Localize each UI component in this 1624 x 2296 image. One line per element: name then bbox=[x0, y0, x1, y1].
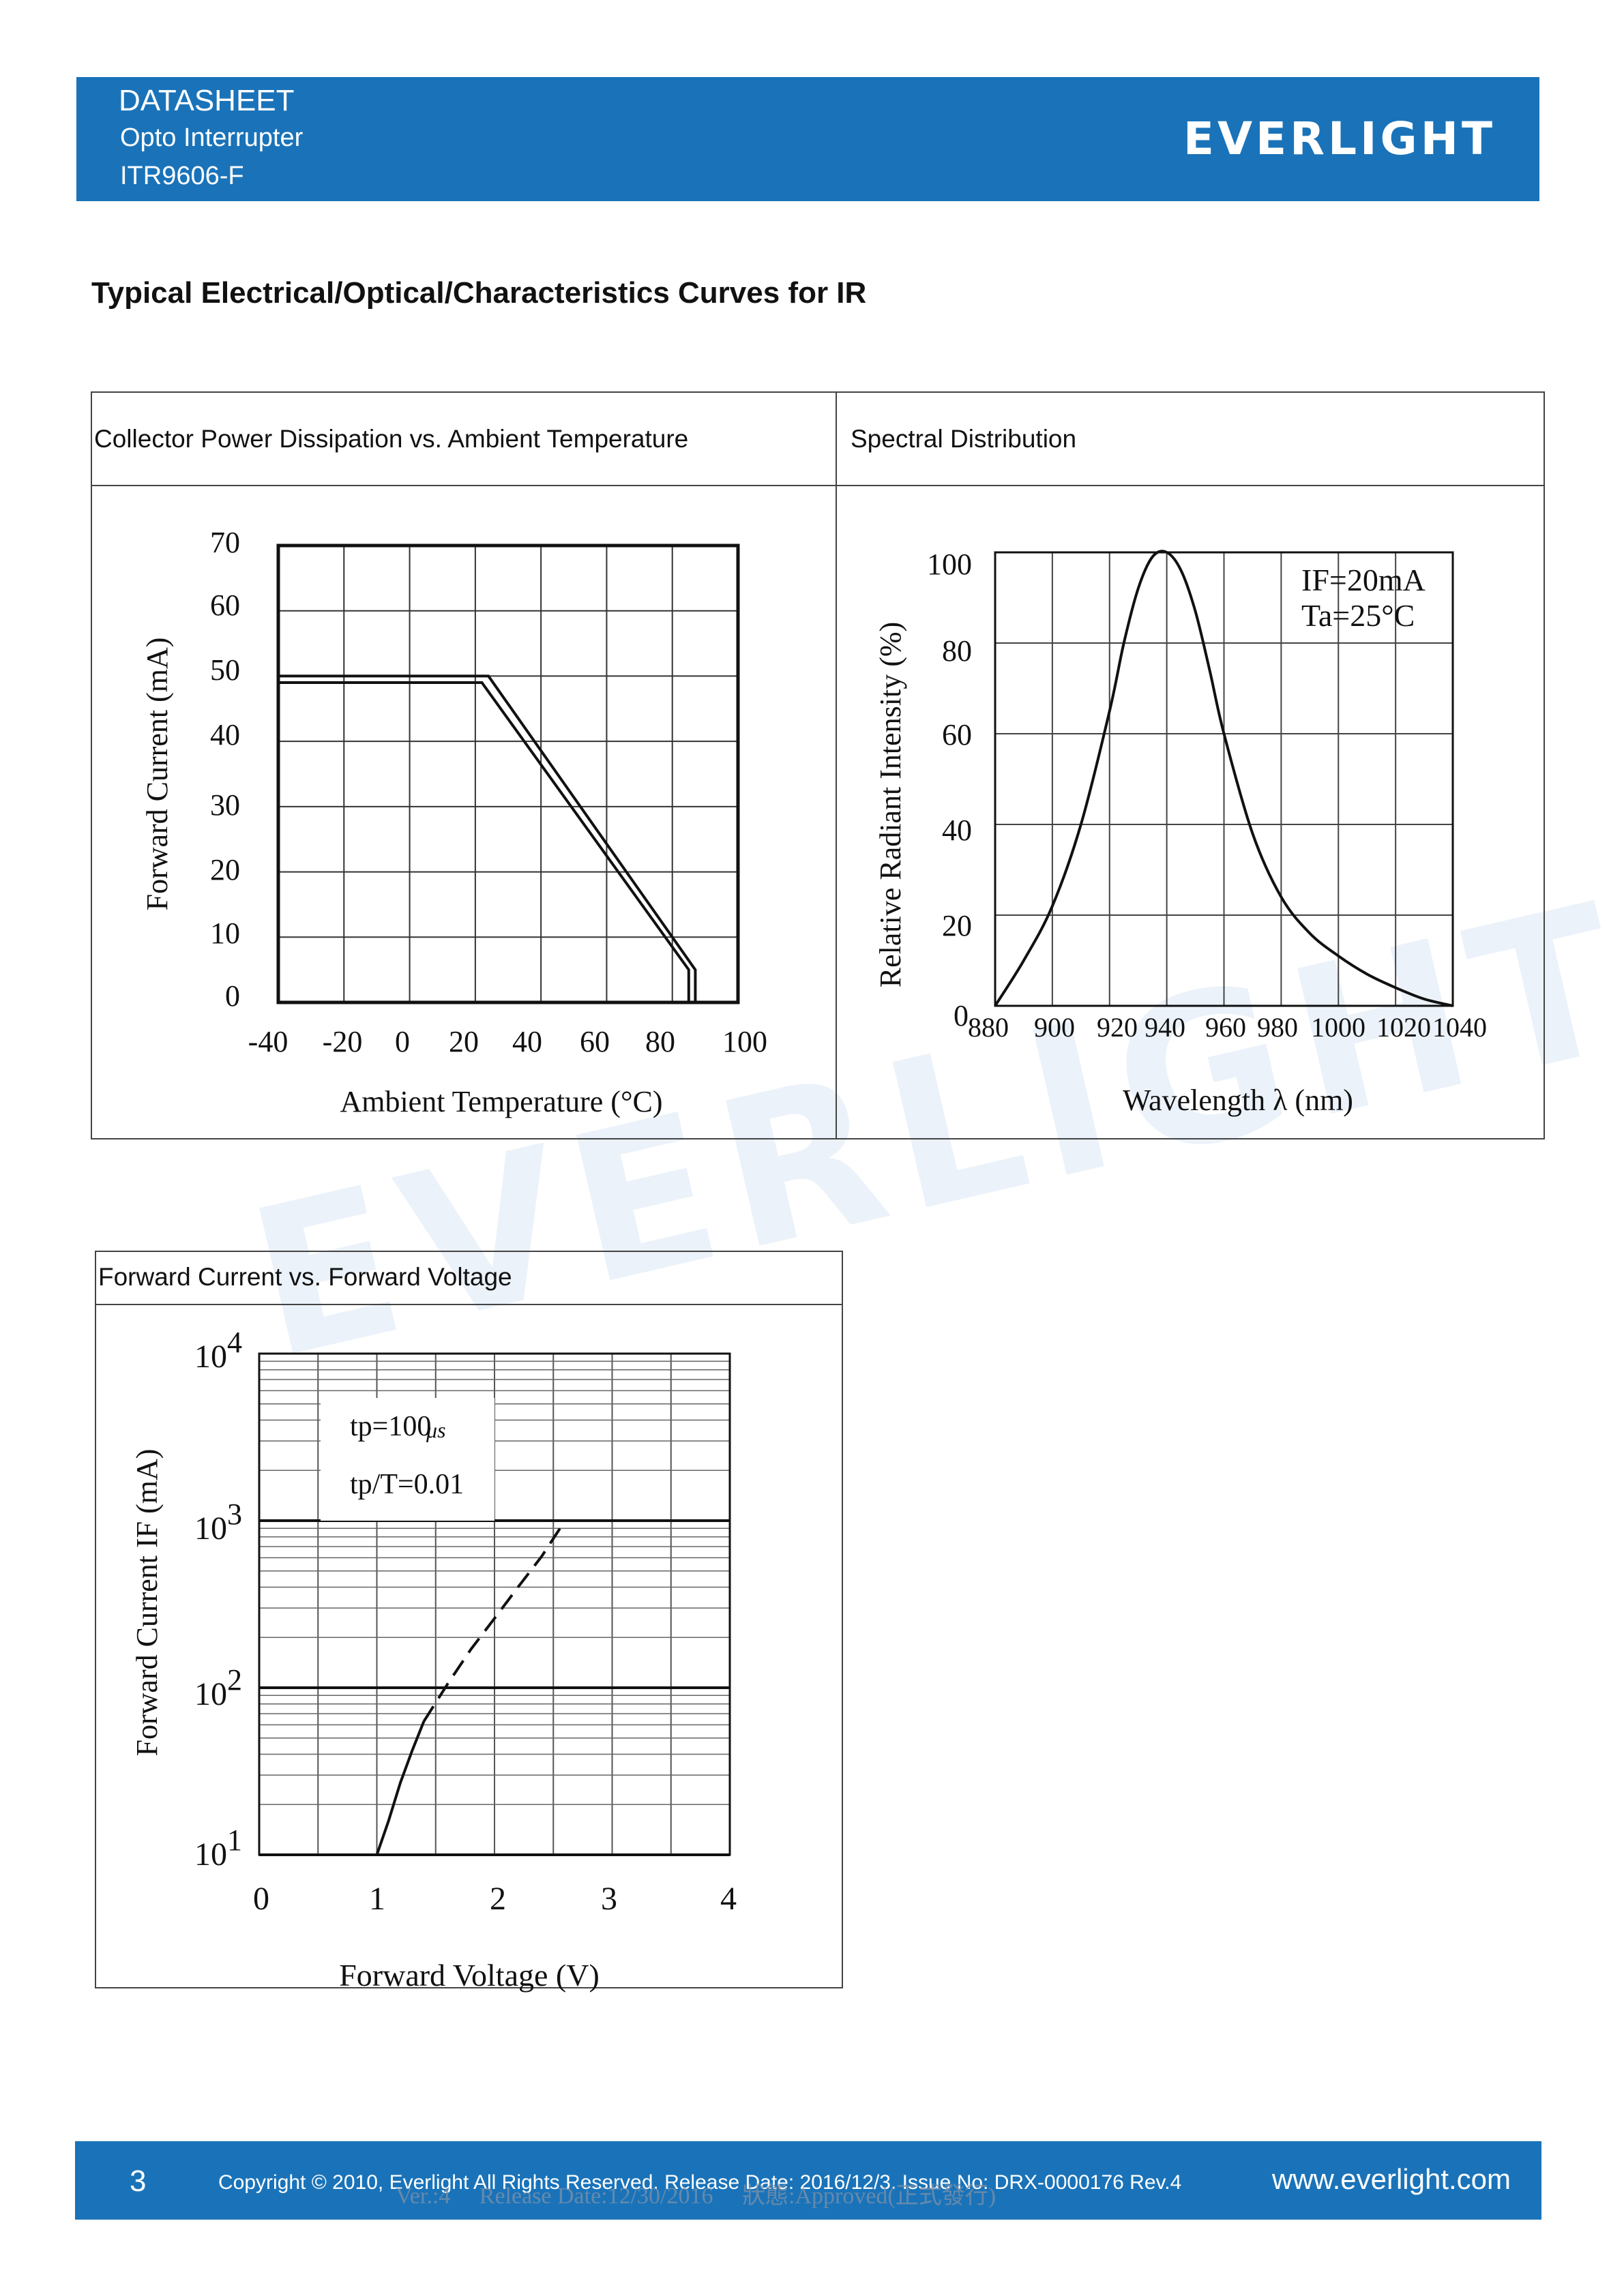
y-tick-label: 40 bbox=[942, 814, 972, 847]
x-tick-label: 60 bbox=[580, 1025, 610, 1058]
derating-curve-1 bbox=[278, 681, 690, 1002]
y-tick-label: 40 bbox=[210, 718, 240, 751]
y-axis-label: Forward Current (mA) bbox=[141, 638, 174, 911]
spectral-curve bbox=[994, 550, 1453, 1007]
x-tick-label: 920 bbox=[1097, 1012, 1138, 1043]
x-axis-label: Forward Voltage (V) bbox=[339, 1958, 600, 1993]
annotation-box bbox=[321, 1398, 494, 1521]
y-axis-label: Forward Current IF (mA) bbox=[130, 1449, 164, 1757]
y-axis-label: Relative Radiant Intensity (%) bbox=[874, 622, 907, 987]
x-tick-label: -40 bbox=[248, 1025, 289, 1058]
x-tick-label: 0 bbox=[395, 1025, 410, 1058]
y-tick-label: 50 bbox=[210, 653, 240, 687]
x-tick-label: 4 bbox=[720, 1881, 737, 1917]
x-tick-label: 40 bbox=[512, 1025, 542, 1058]
y-tick-label: 20 bbox=[942, 909, 972, 942]
annotation-pulse-unit: μs bbox=[426, 1418, 446, 1442]
plot-frame bbox=[258, 1352, 731, 1856]
annotation-pulse-width: tp=100 bbox=[350, 1411, 431, 1442]
y-tick-label: 60 bbox=[942, 718, 972, 751]
part-number: ITR9606-F bbox=[120, 162, 244, 190]
iv-curve-dashed bbox=[422, 1519, 567, 1723]
doc-type: DATASHEET bbox=[119, 84, 295, 117]
annotation-duty-cycle: tp/T=0.01 bbox=[350, 1469, 464, 1500]
x-tick-label: 1000 bbox=[1311, 1012, 1365, 1043]
annotation-temperature: Ta=25°C bbox=[1301, 598, 1415, 633]
x-tick-label: 3 bbox=[601, 1881, 617, 1917]
y-tick-label: 10 bbox=[210, 916, 240, 950]
y-tick-label: 0 bbox=[954, 999, 969, 1032]
section-title: Typical Electrical/Optical/Characteristi… bbox=[91, 276, 867, 310]
y-tick-label: 102 bbox=[194, 1663, 242, 1712]
y-tick-label: 60 bbox=[210, 588, 240, 622]
y-tick-label: 20 bbox=[210, 853, 240, 886]
panel-title-power-dissipation: Collector Power Dissipation vs. Ambient … bbox=[94, 425, 689, 453]
release-stamp-overlay: Ver.:4 Release Date:12/30/2016 狀態:Approv… bbox=[396, 2183, 996, 2209]
copyright-text: Copyright © 2010, Everlight All Rights R… bbox=[218, 2171, 1182, 2194]
y-tick-label: 0 bbox=[225, 979, 240, 1013]
page-number: 3 bbox=[130, 2164, 147, 2198]
x-tick-label: 1 bbox=[369, 1881, 385, 1917]
panel-title-spectral: Spectral Distribution bbox=[851, 425, 1077, 453]
x-tick-label: 2 bbox=[490, 1881, 506, 1917]
x-tick-label: 980 bbox=[1257, 1012, 1298, 1043]
header-banner: DATASHEET Opto Interrupter ITR9606-F EVE… bbox=[76, 77, 1539, 201]
x-tick-label: 880 bbox=[968, 1012, 1009, 1043]
everlight-logo: EVERLIGHT bbox=[1183, 113, 1496, 165]
product-category: Opto Interrupter bbox=[120, 123, 304, 152]
x-tick-label: 900 bbox=[1034, 1012, 1075, 1043]
x-axis-label: Ambient Temperature (°C) bbox=[340, 1085, 662, 1118]
annotation-forward-current: IF=20mA bbox=[1301, 563, 1426, 597]
y-tick-label: 30 bbox=[210, 788, 240, 822]
y-tick-label: 100 bbox=[927, 548, 972, 581]
y-tick-label: 103 bbox=[194, 1497, 242, 1547]
iv-curve-solid bbox=[375, 1720, 426, 1855]
y-tick-label: 80 bbox=[942, 634, 972, 668]
x-tick-label: 940 bbox=[1145, 1012, 1185, 1043]
x-tick-label: 1040 bbox=[1432, 1012, 1487, 1043]
x-tick-label: 1020 bbox=[1376, 1012, 1431, 1043]
y-tick-label: 104 bbox=[194, 1326, 242, 1375]
y-tick-label: 101 bbox=[194, 1823, 242, 1873]
website-link[interactable]: www.everlight.com bbox=[1271, 2163, 1511, 2195]
x-tick-label: 20 bbox=[449, 1025, 479, 1058]
plot-frame bbox=[994, 551, 1454, 1007]
derating-curve-0 bbox=[278, 674, 697, 1002]
panel-title-forward-current: Forward Current vs. Forward Voltage bbox=[98, 1263, 512, 1291]
x-tick-label: 80 bbox=[645, 1025, 675, 1058]
plot-frame bbox=[276, 543, 740, 1004]
x-tick-label: 0 bbox=[253, 1881, 269, 1917]
x-axis-label: Wavelength λ (nm) bbox=[1123, 1084, 1353, 1117]
x-tick-label: 100 bbox=[722, 1025, 767, 1058]
x-tick-label: -20 bbox=[323, 1025, 363, 1058]
y-tick-label: 70 bbox=[210, 526, 240, 559]
x-tick-label: 960 bbox=[1205, 1012, 1246, 1043]
footer-banner: 3 Copyright © 2010, Everlight All Rights… bbox=[75, 2141, 1541, 2220]
